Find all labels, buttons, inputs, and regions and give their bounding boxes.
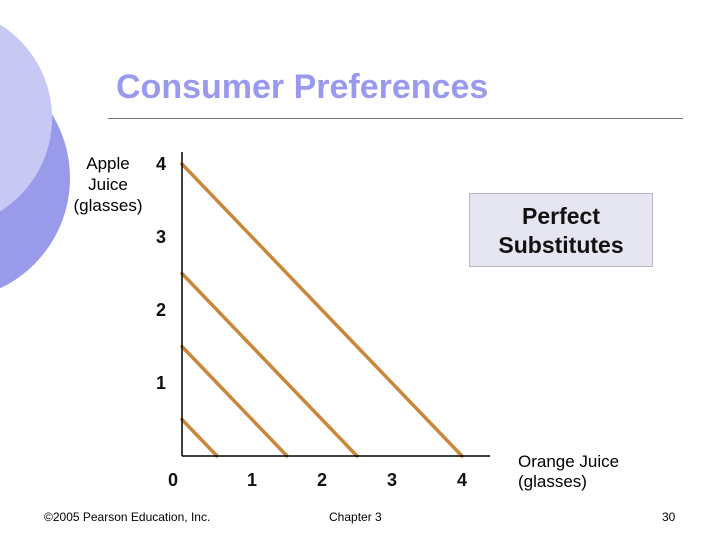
x-tick-label-2: 2 [317,470,327,490]
indifference-lines [180,162,464,458]
indifference-line-4 [180,162,464,458]
slide-title: Consumer Preferences [116,68,489,106]
x-tick-label-4: 4 [457,470,467,490]
chapter-footer: Chapter 3 [329,510,382,524]
page-number: 30 [662,510,676,524]
x-tick-label-1: 1 [247,470,257,490]
indifference-line-2 [180,344,289,458]
indifference-line-3 [180,271,359,458]
x-tick-label-3: 3 [387,470,397,490]
indifference-line-1 [180,417,219,458]
title-divider [108,118,683,119]
y-tick-label-1: 1 [156,373,166,393]
callout-text: Perfect Substitutes [498,203,624,258]
x-tick-label-0: 0 [168,470,178,490]
y-axis-label: Apple Juice (glasses) [73,154,143,215]
y-tick-label-2: 2 [156,300,166,320]
y-tick-label-3: 3 [156,227,166,247]
tick-labels: 0 1 2 3 4 1 2 3 4 [156,154,467,490]
copyright-footer: ©2005 Pearson Education, Inc. [44,510,211,524]
perfect-substitutes-callout: Perfect Substitutes [469,193,653,267]
deco-circle-light [0,24,52,212]
x-axis-label: Orange Juice (glasses) [518,452,620,491]
y-tick-label-4: 4 [156,154,166,174]
